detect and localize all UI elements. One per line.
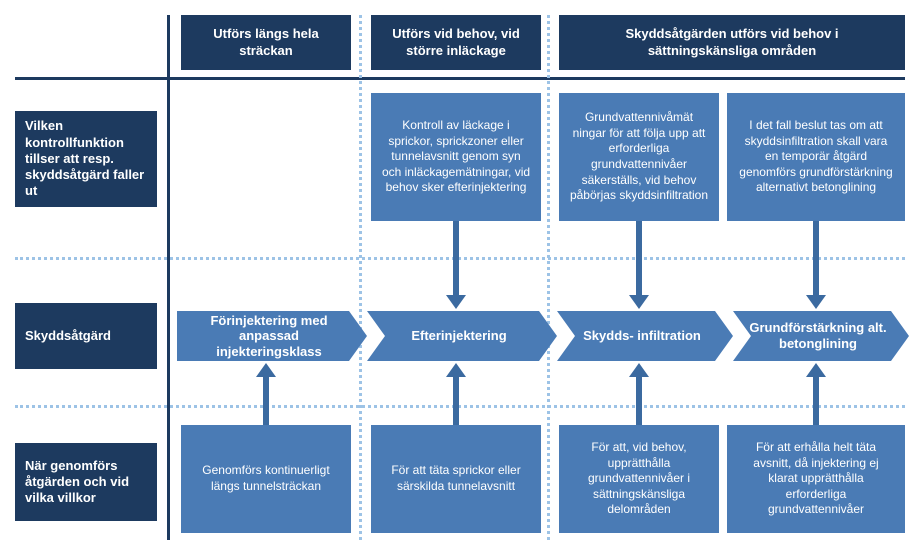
row-divider-solid: [15, 77, 905, 80]
flow-diagram: Utförs längs hela sträckan Utförs vid beh…: [15, 15, 905, 540]
control-box-1: Grundvattennivåmät ningar för att följa …: [559, 93, 719, 221]
chevron-step-0: Förinjektering med anpassad injekterings…: [177, 311, 367, 361]
col-divider-dotted-1: [547, 15, 550, 540]
row-divider-dotted-1: [15, 405, 905, 408]
col-divider-dotted-0: [359, 15, 362, 540]
chevron-step-2: Skydds- infiltration: [557, 311, 733, 361]
col-header-0: Utförs längs hela sträckan: [181, 15, 351, 70]
condition-box-0: Genomförs kontinuerligt längs tunnelsträ…: [181, 425, 351, 533]
row-header-1: Skyddsåtgärd: [15, 303, 157, 369]
col-divider-solid: [167, 15, 170, 540]
row-header-2: När genomförs åtgärden och vid vilka vil…: [15, 443, 157, 521]
control-box-2: I det fall beslut tas om att skyddsinfil…: [727, 93, 905, 221]
row-divider-dotted-0: [15, 257, 905, 260]
condition-box-3: För att erhålla helt täta avsnitt, då in…: [727, 425, 905, 533]
col-header-2: Skyddsåtgärden utförs vid behov i sättni…: [559, 15, 905, 70]
condition-box-1: För att täta sprickor eller särskilda tu…: [371, 425, 541, 533]
col-header-1: Utförs vid behov, vid större inläckage: [371, 15, 541, 70]
row-header-0: Vilken kontrollfunktion tillser att resp…: [15, 111, 157, 207]
condition-box-2: För att, vid behov, upprätthålla grundva…: [559, 425, 719, 533]
control-box-0: Kontroll av läckage i sprickor, sprickzo…: [371, 93, 541, 221]
chevron-step-1: Efterinjektering: [367, 311, 557, 361]
chevron-step-3: Grundförstärkning alt. betonglining: [733, 311, 909, 361]
